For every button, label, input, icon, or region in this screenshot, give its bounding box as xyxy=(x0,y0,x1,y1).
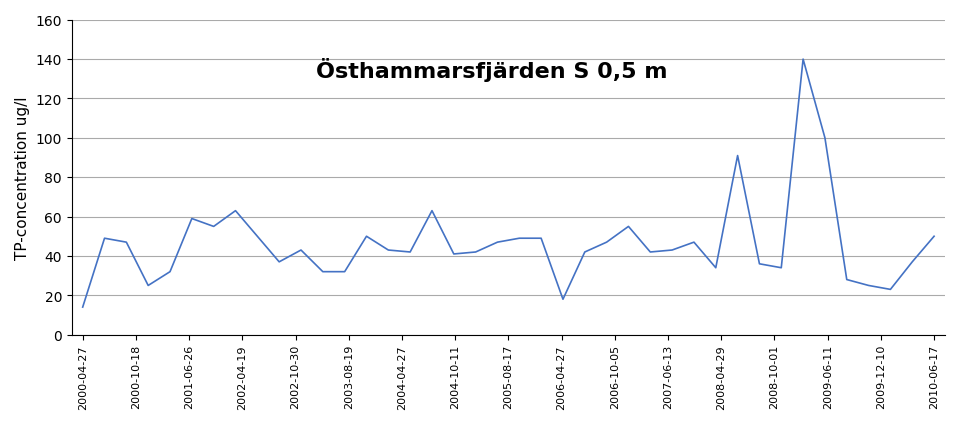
Text: Östhammarsfjärden S 0,5 m: Östhammarsfjärden S 0,5 m xyxy=(316,58,668,82)
Y-axis label: TP-concentration ug/l: TP-concentration ug/l xyxy=(15,96,30,259)
